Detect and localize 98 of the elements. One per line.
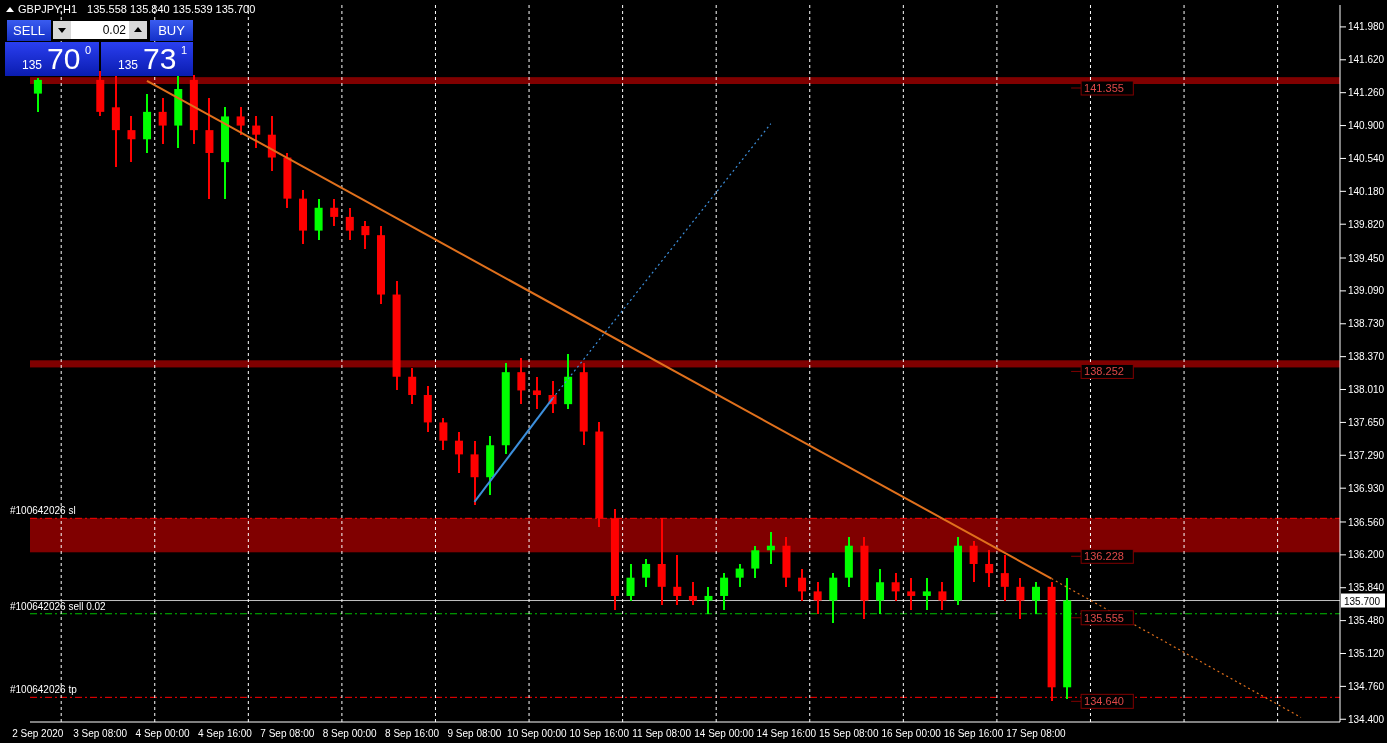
candlestick: [205, 97, 214, 200]
y-tick-label: 136.930: [1348, 482, 1385, 494]
band-label: 141.355: [1084, 82, 1124, 95]
x-tick-label: 14 Sep 16:00: [756, 728, 817, 740]
y-tick-label: 135.120: [1348, 648, 1385, 660]
band-label: 136.228: [1084, 550, 1124, 563]
candlestick: [720, 572, 729, 611]
candlestick: [517, 357, 526, 406]
x-tick-label: 14 Sep 00:00: [694, 728, 755, 740]
y-tick-label: 135.840: [1348, 582, 1385, 594]
candlestick: [735, 562, 744, 588]
candlestick: [408, 366, 417, 406]
x-tick-label: 17 Sep 08:00: [1006, 728, 1067, 740]
x-tick-label: 2 Sep 2020: [12, 728, 64, 740]
candlestick: [673, 553, 682, 607]
annotation: 135.555: [1084, 611, 1124, 624]
band-label: 138.252: [1084, 365, 1124, 378]
annotation: 1: [181, 44, 188, 56]
x-tick-label: 10 Sep 16:00: [569, 728, 630, 740]
y-tick-label: 141.620: [1348, 54, 1385, 66]
x-tick-label: 10 Sep 00:00: [507, 728, 568, 740]
candlestick: [969, 540, 978, 584]
candlestick: [345, 206, 354, 241]
candlestick: [252, 115, 261, 150]
candlestick: [1000, 553, 1009, 602]
x-tick-label: 3 Sep 08:00: [73, 728, 128, 740]
ref-line-label: #100642026 sl: [10, 505, 76, 517]
candlestick: [1016, 576, 1025, 620]
y-tick-label: 139.820: [1348, 218, 1385, 230]
candlestick: [33, 77, 42, 113]
x-tick-label: 15 Sep 08:00: [819, 728, 879, 740]
y-tick-label: 140.540: [1348, 153, 1385, 164]
candlestick: [454, 430, 463, 474]
candlestick: [907, 576, 916, 611]
candlestick: [798, 567, 807, 602]
annotation: 0: [85, 44, 92, 56]
y-tick-label: 141.260: [1348, 87, 1385, 99]
y-tick-label: 135.480: [1348, 615, 1385, 627]
x-tick-label: 16 Sep 00:00: [881, 728, 942, 740]
x-tick-label: 4 Sep 16:00: [197, 728, 253, 740]
y-tick-label: 134.400: [1348, 713, 1385, 725]
chart-title: GBPJPY,H1: [18, 3, 78, 15]
annotation: 134.640: [1084, 695, 1124, 708]
candlestick: [813, 581, 822, 616]
y-tick-label: 139.090: [1348, 285, 1385, 297]
x-tick-label: 8 Sep 16:00: [385, 728, 440, 740]
annotation: SELL: [7, 20, 51, 41]
candlestick: [751, 544, 760, 579]
x-tick-label: 9 Sep 08:00: [447, 728, 502, 740]
y-tick-label: 137.650: [1348, 416, 1385, 428]
annotation: BUY: [150, 20, 193, 41]
x-tick-label: 4 Sep 00:00: [135, 728, 190, 740]
candlestick: [236, 106, 245, 136]
candlestick: [626, 562, 635, 602]
candlestick: [111, 74, 120, 168]
chart-subtitle: 135.558 135.840 135.539 135.700: [87, 3, 256, 15]
candlestick: [158, 97, 167, 145]
candlestick: [985, 549, 994, 588]
ref-line-label: #100642026 tp: [10, 684, 78, 696]
candlestick: [439, 416, 448, 451]
candlestick: [642, 558, 651, 588]
ref-line-label: #100642026 sell 0.02: [10, 600, 107, 612]
ref-line-label: 135.700: [1344, 595, 1381, 607]
y-tick-label: 138.010: [1348, 384, 1385, 396]
y-tick-label: 137.290: [1348, 449, 1385, 461]
candlestick: [891, 572, 900, 602]
candlestick: [470, 439, 479, 506]
annotation: 135: [118, 58, 139, 72]
candlestick: [704, 585, 713, 616]
candlestick: [267, 115, 276, 173]
annotation: 0.02: [71, 21, 129, 39]
annotation: 70: [47, 42, 81, 76]
x-tick-label: 8 Sep 00:00: [322, 728, 378, 740]
y-tick-label: 134.760: [1348, 680, 1385, 692]
candlestick: [532, 375, 541, 410]
annotation: 73: [143, 42, 177, 76]
candlestick: [829, 572, 838, 625]
y-tick-label: 140.900: [1348, 120, 1385, 132]
y-tick-label: 136.200: [1348, 549, 1385, 561]
candlestick: [1031, 581, 1040, 616]
candlestick: [938, 581, 947, 611]
y-tick-label: 138.730: [1348, 318, 1385, 330]
y-tick-label: 136.560: [1348, 516, 1385, 528]
candlestick: [876, 567, 885, 616]
y-tick-label: 140.180: [1348, 185, 1385, 197]
candlestick: [127, 115, 136, 164]
x-tick-label: 16 Sep 16:00: [943, 728, 1004, 740]
y-tick-label: 138.370: [1348, 351, 1385, 363]
candlestick: [922, 576, 931, 611]
annotation: 135: [22, 58, 43, 72]
candlestick: [330, 197, 339, 228]
candlestick: [314, 197, 323, 241]
y-tick-label: 141.980: [1348, 21, 1385, 33]
candlestick: [688, 581, 697, 607]
x-tick-label: 11 Sep 08:00: [632, 728, 692, 740]
candlestick: [361, 220, 370, 250]
x-tick-label: 7 Sep 08:00: [260, 728, 315, 740]
y-tick-label: 139.450: [1348, 252, 1385, 264]
